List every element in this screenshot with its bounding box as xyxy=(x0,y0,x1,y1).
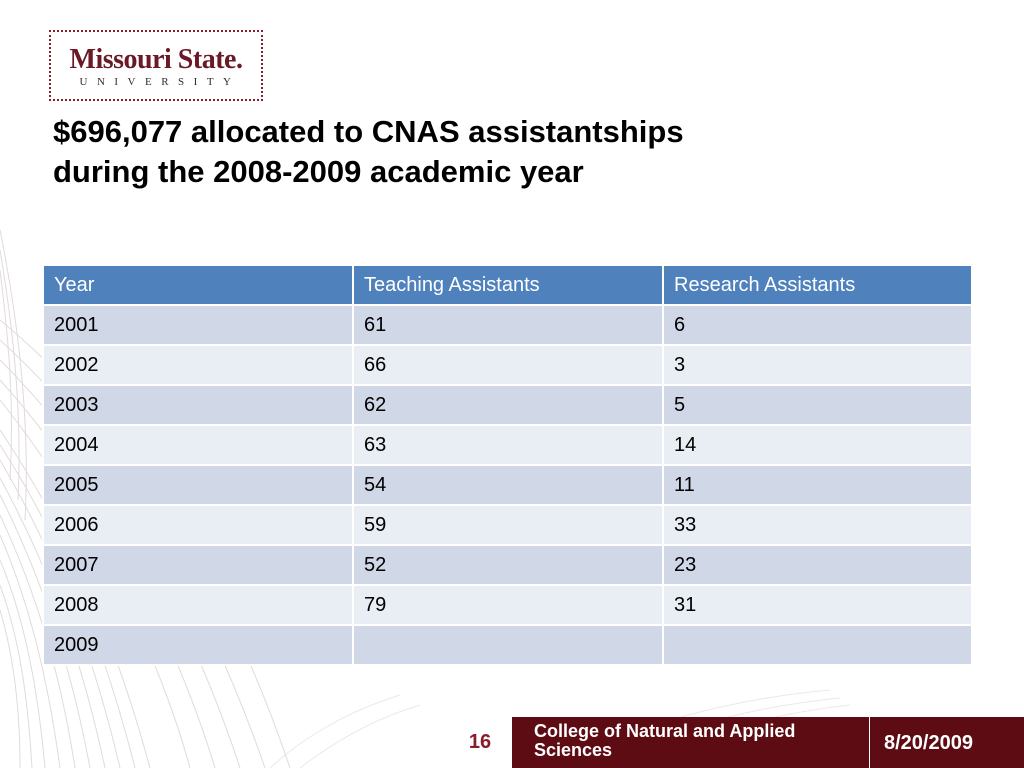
cell-teaching: 79 xyxy=(352,584,664,626)
cell-year: 2005 xyxy=(42,464,354,506)
table-row: 2007 52 23 xyxy=(42,544,973,586)
cell-teaching: 61 xyxy=(352,304,664,346)
table-row: 2004 63 14 xyxy=(42,424,973,466)
table-row: 2008 79 31 xyxy=(42,584,973,626)
cell-research: 33 xyxy=(662,504,973,546)
footer-divider xyxy=(869,717,870,768)
university-logo: Missouri State. UNIVERSITY xyxy=(49,30,263,101)
cell-teaching xyxy=(352,624,664,666)
cell-teaching: 59 xyxy=(352,504,664,546)
cell-year: 2007 xyxy=(42,544,354,586)
table-row: 2002 66 3 xyxy=(42,344,973,386)
slide-title-line-1: $696,077 allocated to CNAS assistantship… xyxy=(53,114,684,149)
table-row: 2005 54 11 xyxy=(42,464,973,506)
cell-year: 2008 xyxy=(42,584,354,626)
assistantships-table: Year Teaching Assistants Research Assist… xyxy=(42,264,973,666)
cell-year: 2003 xyxy=(42,384,354,426)
cell-year: 2006 xyxy=(42,504,354,546)
slide-title: $696,077 allocated to CNAS assistantship… xyxy=(53,112,953,192)
table-row: 2001 61 6 xyxy=(42,304,973,346)
cell-research: 5 xyxy=(662,384,973,426)
table-header-row: Year Teaching Assistants Research Assist… xyxy=(42,264,973,306)
table-row: 2003 62 5 xyxy=(42,384,973,426)
table-row: 2006 59 33 xyxy=(42,504,973,546)
cell-research: 23 xyxy=(662,544,973,586)
cell-teaching: 66 xyxy=(352,344,664,386)
cell-teaching: 52 xyxy=(352,544,664,586)
cell-teaching: 54 xyxy=(352,464,664,506)
cell-research: 31 xyxy=(662,584,973,626)
logo-subtitle: UNIVERSITY xyxy=(79,76,241,88)
cell-research: 14 xyxy=(662,424,973,466)
cell-year: 2004 xyxy=(42,424,354,466)
cell-year: 2009 xyxy=(42,624,354,666)
cell-research: 6 xyxy=(662,304,973,346)
cell-teaching: 63 xyxy=(352,424,664,466)
header-teaching-assistants: Teaching Assistants xyxy=(352,264,664,306)
footer-date: 8/20/2009 xyxy=(884,732,973,754)
cell-research xyxy=(662,624,973,666)
cell-teaching: 62 xyxy=(352,384,664,426)
cell-year: 2002 xyxy=(42,344,354,386)
header-research-assistants: Research Assistants xyxy=(662,264,973,306)
cell-year: 2001 xyxy=(42,304,354,346)
slide-number: 16 xyxy=(468,731,492,753)
cell-research: 3 xyxy=(662,344,973,386)
footer-bar: College of Natural and Applied Sciences … xyxy=(512,717,1024,768)
table-row: 2009 xyxy=(42,624,973,666)
cell-research: 11 xyxy=(662,464,973,506)
slide-title-line-2: during the 2008-2009 academic year xyxy=(53,154,584,189)
logo-name: Missouri State. xyxy=(69,44,243,75)
header-year: Year xyxy=(42,264,354,306)
footer-college-name: College of Natural and Applied Sciences xyxy=(534,721,796,760)
